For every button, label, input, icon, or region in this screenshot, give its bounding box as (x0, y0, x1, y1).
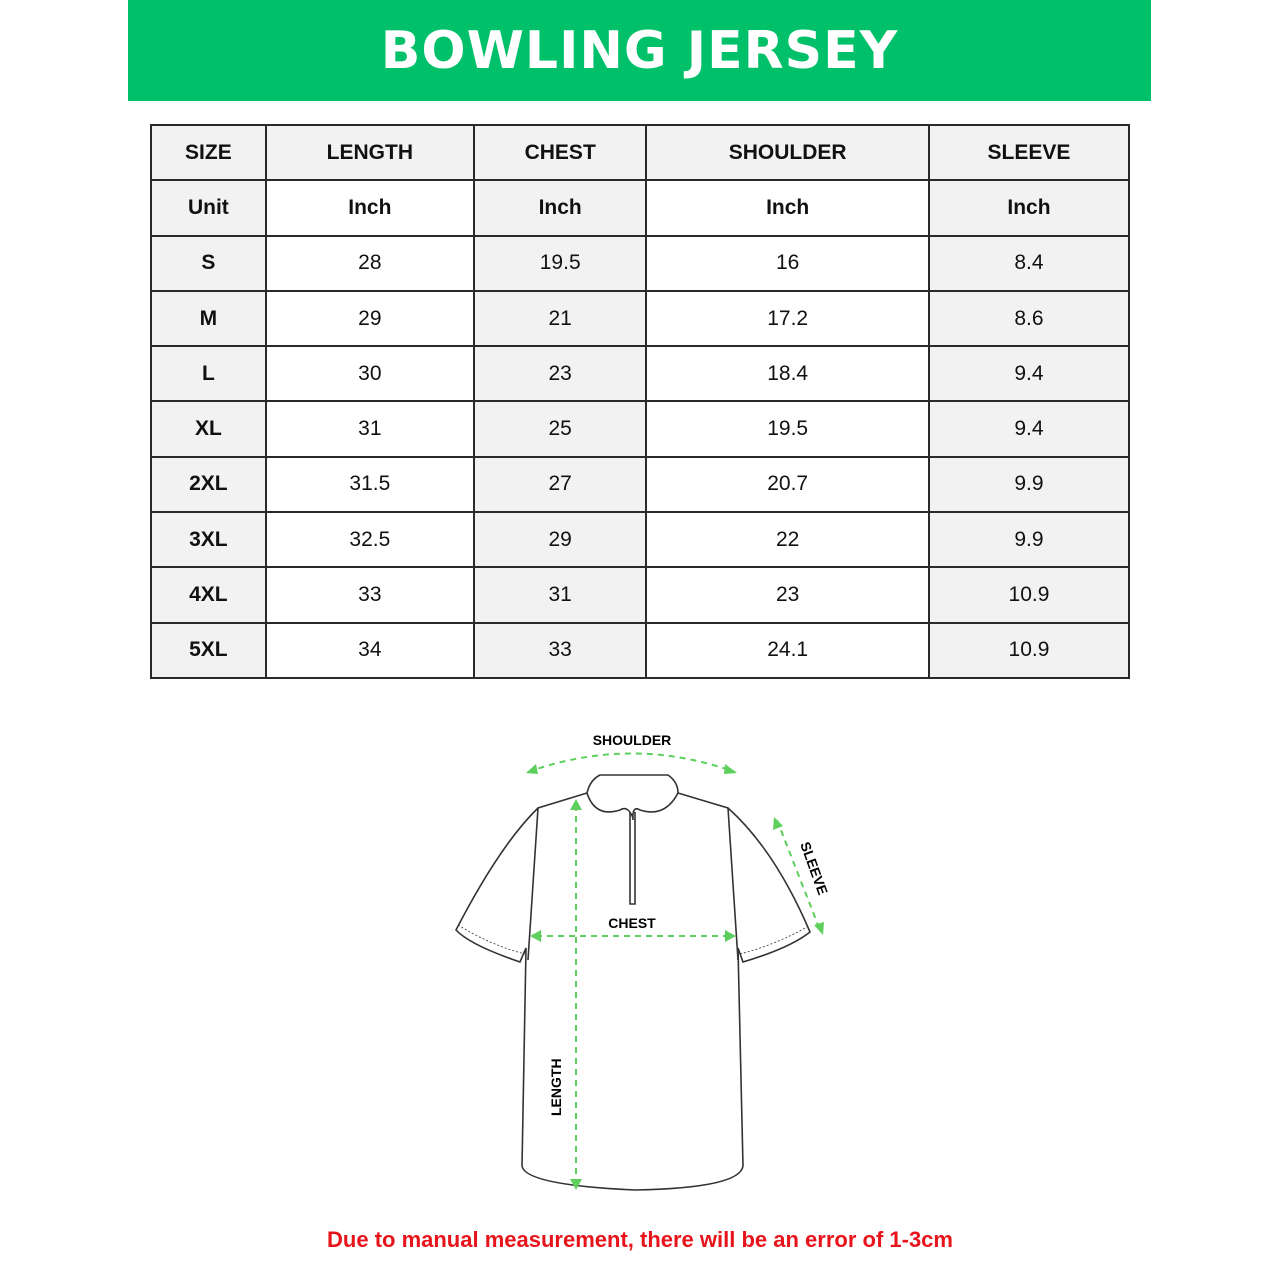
table-cell: 31 (472, 566, 648, 624)
table-cell: 2XL (150, 455, 267, 514)
table-cell: 25 (472, 400, 648, 458)
table-cell: L (150, 345, 267, 403)
column-header: SHOULDER (645, 123, 930, 182)
column-header: CHEST (472, 123, 648, 182)
header-row: SIZE LENGTH CHEST SHOULDER SLEEVE (150, 123, 1131, 182)
table-cell: XL (150, 400, 267, 458)
table-row: 5XL 34 33 24.1 10.9 (150, 621, 1131, 679)
table-cell: 9.4 (927, 400, 1131, 458)
size-chart-table: SIZE LENGTH CHEST SHOULDER SLEEVE Unit Inch Inc… (150, 123, 1131, 679)
table-cell: 29 (472, 511, 648, 569)
table-row: XL 31 25 19.5 9.4 (150, 400, 1131, 458)
collar (586, 774, 679, 821)
zipper (629, 812, 636, 905)
table-cell: 9.4 (927, 345, 1131, 403)
column-header: LENGTH (264, 123, 475, 182)
table-cell: 9.9 (927, 511, 1131, 569)
table-cell: 24.1 (645, 621, 930, 679)
table-cell: 8.6 (927, 289, 1131, 348)
table-cell: 33 (472, 621, 648, 679)
table-row: L 30 23 18.4 9.4 (150, 345, 1131, 403)
table-cell: 19.5 (472, 234, 648, 292)
table-cell: 31 (264, 400, 475, 458)
table-row: 3XL 32.5 29 22 9.9 (150, 511, 1131, 569)
table-cell: 31.5 (264, 455, 475, 514)
table-cell: Inch (927, 179, 1131, 237)
table-cell: 29 (264, 289, 475, 348)
table-cell: 22 (645, 511, 930, 569)
unit-row: Unit Inch Inch Inch Inch (150, 179, 1131, 237)
jersey-outline (455, 792, 811, 1191)
table-cell: 27 (472, 455, 648, 514)
table-cell: 5XL (150, 621, 267, 679)
table-cell: 18.4 (645, 345, 930, 403)
table-row: S 28 19.5 16 8.4 (150, 234, 1131, 292)
table-row: 4XL 33 31 23 10.9 (150, 566, 1131, 624)
table-cell: 3XL (150, 511, 267, 569)
column-header: SIZE (150, 123, 267, 182)
table-cell: 9.9 (927, 455, 1131, 514)
table-cell: 33 (264, 566, 475, 624)
length-label: LENGTH (548, 1058, 564, 1116)
table-cell: S (150, 234, 267, 292)
table-row: 2XL 31.5 27 20.7 9.9 (150, 455, 1131, 514)
table-cell: 4XL (150, 566, 267, 624)
page-title: BOWLING JERSEY (380, 20, 899, 81)
table-cell: 30 (264, 345, 475, 403)
table-cell: 28 (264, 234, 475, 292)
title-banner: BOWLING JERSEY (128, 0, 1151, 101)
table-cell: M (150, 289, 267, 348)
shoulder-label: SHOULDER (593, 732, 672, 748)
table-cell: 16 (645, 234, 930, 292)
table-cell: 23 (645, 566, 930, 624)
measurement-note: Due to manual measurement, there will be… (327, 1227, 953, 1252)
table-cell: 20.7 (645, 455, 930, 514)
table-cell: 34 (264, 621, 475, 679)
table-row: M 29 21 17.2 8.6 (150, 289, 1131, 348)
table-cell: 17.2 (645, 289, 930, 348)
table-cell: 10.9 (927, 621, 1131, 679)
table-cell: Unit (150, 179, 267, 237)
table-cell: 19.5 (645, 400, 930, 458)
table-cell: 32.5 (264, 511, 475, 569)
table-cell: 21 (472, 289, 648, 348)
table-cell: Inch (264, 179, 475, 237)
table-cell: 8.4 (927, 234, 1131, 292)
chest-label: CHEST (608, 915, 656, 931)
table-cell: Inch (472, 179, 648, 237)
table-cell: 10.9 (927, 566, 1131, 624)
jersey-diagram: SHOULDER CHEST LENGTH SLEEVE (455, 732, 831, 1191)
column-header: SLEEVE (927, 123, 1131, 182)
sleeve-label: SLEEVE (797, 840, 831, 897)
table-cell: 23 (472, 345, 648, 403)
table-cell: Inch (645, 179, 930, 237)
